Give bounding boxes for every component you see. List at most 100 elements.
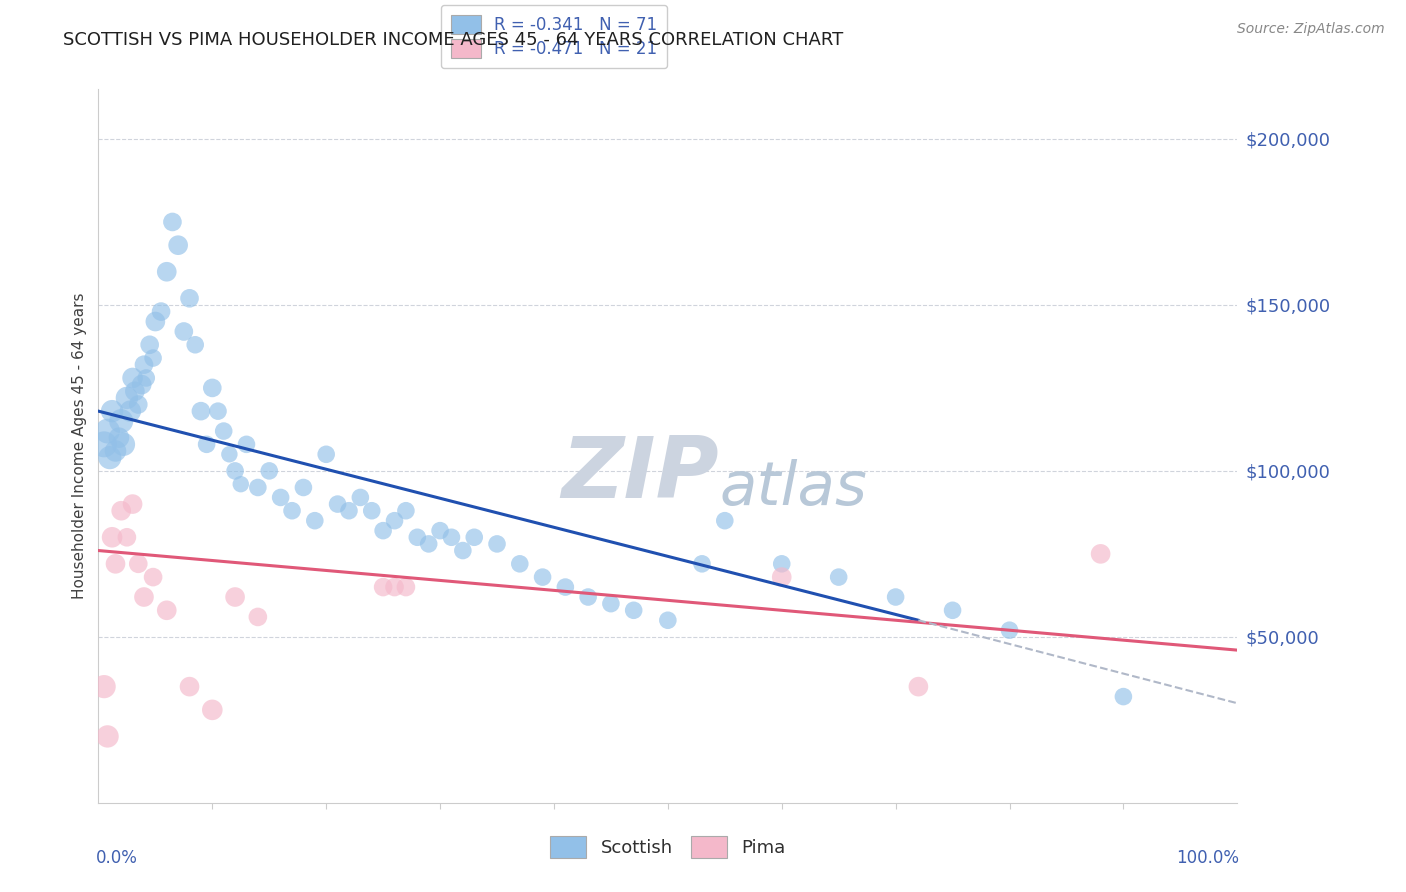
Point [121, 371, 143, 385]
Point [207, 404, 229, 418]
Point [142, 570, 165, 584]
Point [349, 491, 371, 505]
Point [184, 338, 207, 352]
Point [167, 238, 190, 252]
Point [600, 597, 623, 611]
Point [281, 504, 304, 518]
Text: Source: ZipAtlas.com: Source: ZipAtlas.com [1237, 22, 1385, 37]
Point [270, 491, 292, 505]
Point [576, 590, 599, 604]
Point [135, 371, 157, 385]
Point [120, 404, 142, 418]
Point [93, 437, 115, 451]
Point [998, 624, 1021, 638]
Point [337, 504, 360, 518]
Point [1090, 547, 1112, 561]
Text: 100.0%: 100.0% [1177, 849, 1240, 867]
Point [224, 590, 246, 604]
Point [942, 603, 965, 617]
Point [371, 580, 394, 594]
Point [121, 497, 143, 511]
Point [1112, 690, 1135, 704]
Point [907, 680, 929, 694]
Point [104, 557, 127, 571]
Point [235, 437, 257, 451]
Point [326, 497, 349, 511]
Point [884, 590, 907, 604]
Point [190, 404, 212, 418]
Legend: Scottish, Pima: Scottish, Pima [543, 829, 793, 865]
Point [145, 314, 167, 328]
Point [509, 557, 531, 571]
Point [156, 265, 179, 279]
Point [384, 580, 406, 594]
Point [828, 570, 851, 584]
Point [395, 580, 418, 594]
Point [115, 530, 138, 544]
Point [115, 391, 138, 405]
Point [246, 610, 269, 624]
Point [127, 397, 149, 411]
Point [138, 338, 160, 352]
Point [246, 481, 269, 495]
Point [218, 447, 240, 461]
Point [179, 291, 201, 305]
Point [173, 325, 195, 339]
Point [224, 464, 246, 478]
Point [304, 514, 326, 528]
Point [195, 437, 218, 451]
Point [657, 613, 679, 627]
Point [104, 444, 127, 458]
Point [108, 431, 131, 445]
Point [486, 537, 509, 551]
Point [179, 680, 201, 694]
Point [259, 464, 281, 478]
Point [770, 570, 793, 584]
Point [96, 424, 118, 438]
Point [440, 530, 463, 544]
Point [770, 557, 793, 571]
Point [212, 424, 235, 438]
Point [112, 437, 135, 451]
Point [229, 477, 252, 491]
Point [531, 570, 554, 584]
Text: 0.0%: 0.0% [96, 849, 138, 867]
Point [132, 590, 155, 604]
Point [98, 450, 121, 465]
Point [156, 603, 179, 617]
Text: ZIP: ZIP [561, 433, 718, 516]
Point [101, 530, 124, 544]
Point [292, 481, 315, 495]
Point [127, 557, 149, 571]
Point [142, 351, 165, 365]
Point [131, 377, 153, 392]
Text: atlas: atlas [718, 459, 868, 518]
Point [110, 414, 132, 428]
Point [201, 703, 224, 717]
Point [315, 447, 337, 461]
Point [360, 504, 382, 518]
Point [124, 384, 146, 399]
Point [371, 524, 394, 538]
Point [623, 603, 645, 617]
Point [395, 504, 418, 518]
Point [384, 514, 406, 528]
Point [110, 504, 132, 518]
Point [690, 557, 713, 571]
Point [714, 514, 737, 528]
Point [418, 537, 440, 551]
Point [463, 530, 485, 544]
Point [429, 524, 451, 538]
Point [132, 358, 155, 372]
Point [101, 404, 124, 418]
Point [162, 215, 184, 229]
Point [150, 304, 173, 318]
Point [406, 530, 429, 544]
Point [96, 730, 118, 744]
Y-axis label: Householder Income Ages 45 - 64 years: Householder Income Ages 45 - 64 years [72, 293, 87, 599]
Text: SCOTTISH VS PIMA HOUSEHOLDER INCOME AGES 45 - 64 YEARS CORRELATION CHART: SCOTTISH VS PIMA HOUSEHOLDER INCOME AGES… [63, 31, 844, 49]
Point [451, 543, 474, 558]
Point [201, 381, 224, 395]
Point [554, 580, 576, 594]
Point [93, 680, 115, 694]
